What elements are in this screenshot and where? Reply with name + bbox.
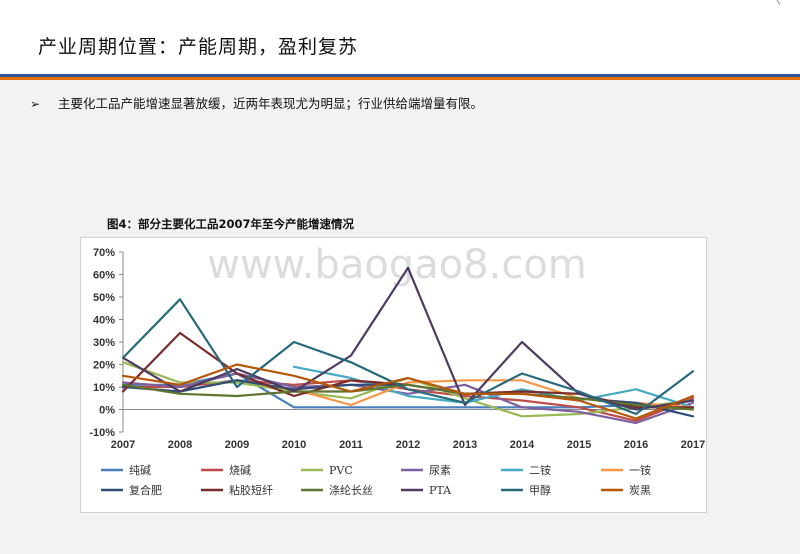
y-tick-label: 60% <box>93 270 115 282</box>
x-tick-label: 2010 <box>282 439 306 451</box>
x-tick-label: 2008 <box>168 439 192 451</box>
x-tick-label: 2007 <box>111 439 135 451</box>
y-tick-label: 40% <box>93 315 115 327</box>
series-line <box>121 298 695 416</box>
x-tick-label: 2013 <box>453 439 477 451</box>
x-tick-label: 2014 <box>510 439 535 451</box>
legend-label: 一铵 <box>629 463 651 477</box>
corner-tick <box>776 0 782 6</box>
legend-label: 二铵 <box>529 463 551 477</box>
y-tick-label: -10% <box>89 427 115 439</box>
x-tick-label: 2011 <box>339 439 363 451</box>
legend-label: 甲醇 <box>529 483 551 497</box>
bullet-arrow-icon: ➢ <box>30 97 41 111</box>
x-tick-label: 2012 <box>396 439 420 451</box>
legend-label: 纯碱 <box>129 464 151 477</box>
bullet-point: ➢ 主要化工品产能增速显著放缓，近两年表现尤为明显；行业供给端增量有限。 <box>30 93 483 112</box>
legend-label: 尿素 <box>429 464 451 477</box>
series-line <box>121 383 695 411</box>
legend-label: 涤纶长丝 <box>329 483 373 497</box>
chart-canvas: www.baogao8.com -10% 0% 10% 20% 30% 40% 50% 60% 7… <box>89 242 705 497</box>
watermark-text: www.baogao8.com <box>207 242 587 288</box>
x-tick-label: 2009 <box>225 439 249 451</box>
y-tick-label: 0% <box>99 405 115 417</box>
page-title: 产业周期位置：产能周期，盈利复苏 <box>38 36 359 58</box>
title-stripe <box>0 74 800 80</box>
legend-label: 烧碱 <box>229 464 251 477</box>
series-line <box>121 363 695 420</box>
series-line <box>121 372 695 425</box>
legend-label: 粘胶短纤 <box>229 483 273 497</box>
legend-label: 复合肥 <box>129 483 162 497</box>
x-tick-label: 2015 <box>567 439 591 451</box>
y-tick-label: 10% <box>93 382 115 394</box>
legend-label: 炭黑 <box>629 484 651 497</box>
x-tick-label: 2016 <box>624 439 648 451</box>
y-tick-label: 20% <box>93 360 115 372</box>
legend-label: PTA <box>429 484 452 497</box>
legend-label: PVC <box>329 464 353 477</box>
figure-title: 图4：部分主要化工品2007年至今产能增速情况 <box>107 217 355 231</box>
y-tick-label: 70% <box>93 247 115 259</box>
bullet-text: 主要化工品产能增速显著放缓，近两年表现尤为明显；行业供给端增量有限。 <box>58 96 484 111</box>
x-tick-label: 2017 <box>681 439 705 451</box>
line-chart: www.baogao8.com -10% 0% 10% 20% 30% 40% 50% 60% 7… <box>80 237 707 513</box>
y-tick-label: 50% <box>93 292 115 304</box>
y-tick-label: 30% <box>93 337 115 349</box>
